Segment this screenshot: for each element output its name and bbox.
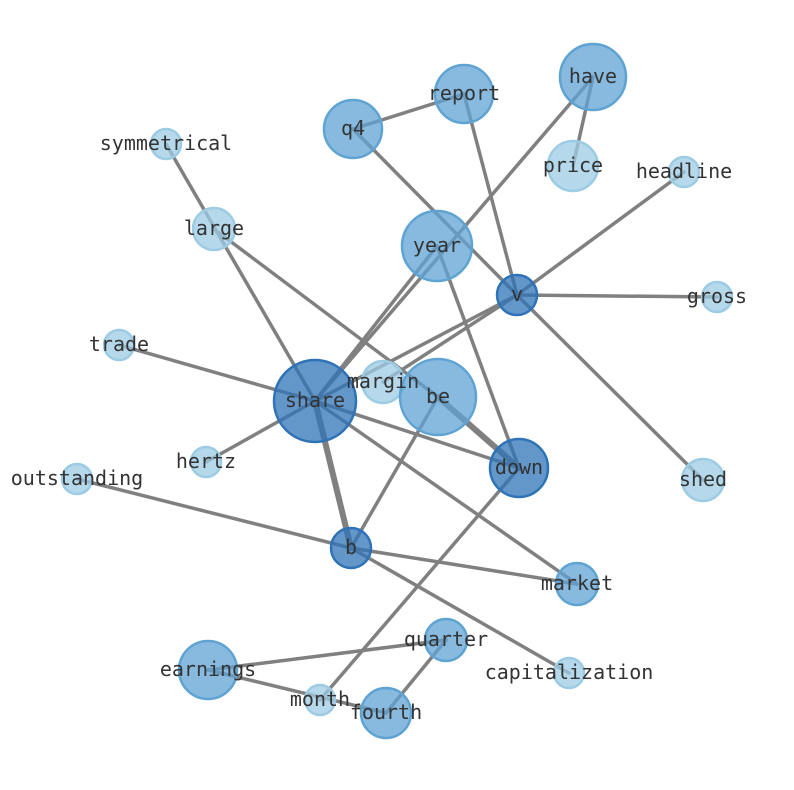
node-hertz bbox=[189, 445, 223, 479]
node-label-gross: gross bbox=[687, 284, 747, 308]
node-label-trade: trade bbox=[89, 332, 149, 356]
node-label-earnings: earnings bbox=[160, 657, 256, 681]
edges-layer bbox=[75, 75, 719, 715]
node-v bbox=[495, 273, 539, 317]
node-label-headline: headline bbox=[636, 159, 732, 183]
edge-shed-v bbox=[515, 293, 705, 482]
node-down bbox=[488, 437, 550, 499]
edge-gross-v bbox=[515, 293, 719, 299]
node-large bbox=[191, 206, 237, 252]
node-shed bbox=[680, 457, 726, 503]
node-label-v: v bbox=[511, 282, 523, 306]
node-label-quarter: quarter bbox=[404, 627, 488, 651]
node-symmetrical bbox=[149, 127, 183, 161]
edge-earnings-quarter bbox=[206, 638, 448, 672]
node-label-large: large bbox=[184, 216, 244, 240]
node-q4 bbox=[322, 98, 384, 160]
node-report bbox=[433, 63, 495, 125]
edge-year-down bbox=[435, 244, 521, 470]
labels-layer: have report q4 price headline symmetrical larg… bbox=[11, 64, 747, 724]
node-gross bbox=[700, 280, 734, 314]
node-capitalization bbox=[552, 656, 586, 690]
node-label-b: b bbox=[345, 535, 357, 559]
node-label-capitalization: capitalization bbox=[485, 660, 654, 684]
edge-b-market bbox=[349, 546, 579, 586]
node-label-down: down bbox=[495, 455, 543, 479]
node-earnings bbox=[177, 639, 239, 701]
node-label-q4: q4 bbox=[341, 116, 365, 140]
node-have bbox=[558, 42, 628, 112]
node-label-hertz: hertz bbox=[176, 449, 236, 473]
node-label-fourth: fourth bbox=[350, 700, 422, 724]
node-label-have: have bbox=[569, 64, 617, 88]
edge-earnings-fourth bbox=[206, 668, 388, 715]
node-label-market: market bbox=[541, 571, 613, 595]
node-share bbox=[272, 358, 358, 444]
edge-v-margin bbox=[381, 293, 519, 384]
node-quarter bbox=[423, 617, 469, 663]
edge-headline-v bbox=[515, 170, 686, 297]
node-outstanding bbox=[60, 462, 94, 496]
node-year bbox=[400, 209, 474, 283]
node-label-price: price bbox=[543, 153, 603, 177]
edge-down-month bbox=[318, 466, 521, 702]
node-label-be: be bbox=[426, 384, 450, 408]
node-label-year: year bbox=[413, 233, 461, 257]
node-market bbox=[554, 561, 600, 607]
edge-symmetrical-share bbox=[164, 142, 317, 403]
node-b bbox=[329, 526, 373, 570]
edge-report-v bbox=[462, 92, 519, 297]
node-label-shed: shed bbox=[679, 467, 727, 491]
edge-outstanding-b bbox=[75, 477, 353, 550]
node-month bbox=[303, 683, 337, 717]
node-label-outstanding: outstanding bbox=[11, 466, 143, 490]
node-label-month: month bbox=[290, 687, 350, 711]
node-be bbox=[398, 357, 478, 437]
node-headline bbox=[667, 155, 701, 189]
node-label-symmetrical: symmetrical bbox=[100, 131, 232, 155]
node-label-share: share bbox=[285, 388, 345, 412]
node-trade bbox=[102, 328, 136, 362]
node-label-report: report bbox=[428, 81, 500, 105]
edge-share-market bbox=[313, 399, 579, 586]
edge-b-capitalization bbox=[349, 546, 571, 675]
node-fourth bbox=[359, 686, 413, 740]
node-price bbox=[546, 139, 600, 193]
nodes-layer bbox=[60, 42, 734, 740]
node-label-margin: margin bbox=[347, 369, 419, 393]
